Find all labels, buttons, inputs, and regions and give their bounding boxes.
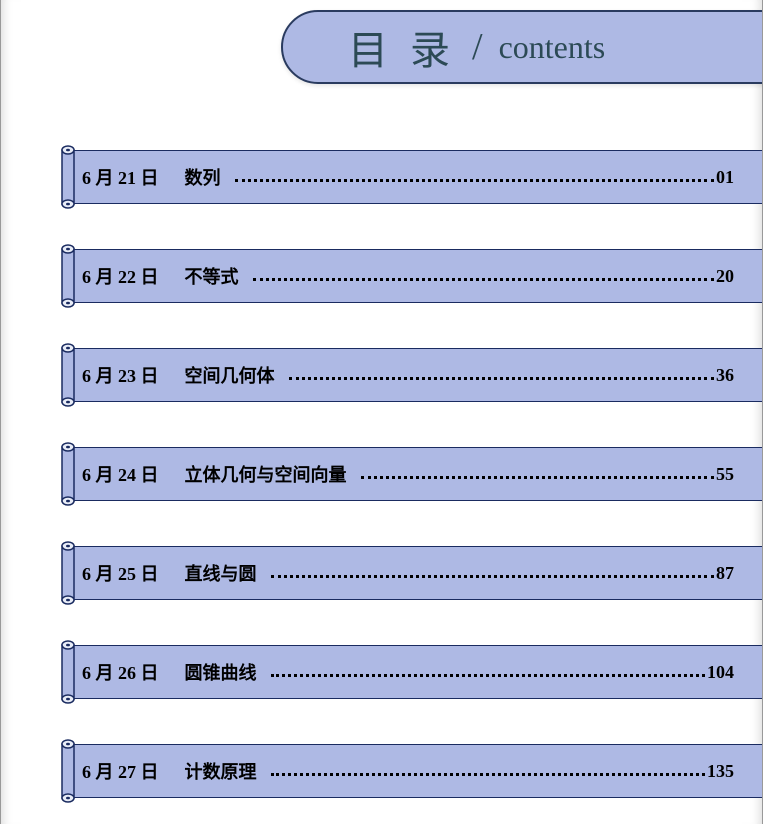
toc-bar: 6 月 23 日空间几何体 36 xyxy=(68,348,762,402)
scroll-tab-icon xyxy=(61,639,75,705)
toc-dot-leader xyxy=(271,575,715,578)
toc-page-number: 55 xyxy=(716,464,734,485)
toc-date: 6 月 22 日 xyxy=(82,263,159,289)
toc-dot-leader xyxy=(253,278,715,281)
toc-date: 6 月 27 日 xyxy=(82,758,159,784)
toc-title: 立体几何与空间向量 xyxy=(185,461,347,487)
toc-page-number: 20 xyxy=(716,266,734,287)
toc-bar: 6 月 21 日数列 01 xyxy=(68,150,762,204)
toc-row: 6 月 24 日立体几何与空间向量 55 xyxy=(61,447,762,501)
toc-date: 6 月 24 日 xyxy=(82,461,159,487)
toc-page-number: 36 xyxy=(716,365,734,386)
toc-bar: 6 月 22 日不等式 20 xyxy=(68,249,762,303)
toc-dot-leader xyxy=(235,179,715,182)
toc-container: 6 月 21 日数列 01 6 月 22 日不等式 20 6 月 23 日空间几何体… xyxy=(61,150,762,824)
toc-dot-leader xyxy=(361,476,715,479)
page: 目 录 / contents 6 月 21 日数列 01 6 月 22 日不等式 2… xyxy=(0,0,763,824)
toc-dot-leader xyxy=(271,773,706,776)
scroll-tab-icon xyxy=(61,243,75,309)
header-title-cn: 目 录 xyxy=(348,18,456,76)
toc-page-number: 01 xyxy=(716,167,734,188)
toc-page-number: 104 xyxy=(707,662,734,683)
toc-title: 不等式 xyxy=(185,263,239,289)
toc-bar: 6 月 24 日立体几何与空间向量 55 xyxy=(68,447,762,501)
toc-title: 直线与圆 xyxy=(185,560,257,586)
page-edge-left xyxy=(1,0,21,824)
scroll-tab-icon xyxy=(61,540,75,606)
scroll-tab-icon xyxy=(61,144,75,210)
header-separator: / xyxy=(472,25,483,69)
toc-date: 6 月 25 日 xyxy=(82,560,159,586)
toc-page-number: 135 xyxy=(707,761,734,782)
toc-bar: 6 月 27 日计数原理 135 xyxy=(68,744,762,798)
toc-dot-leader xyxy=(271,674,706,677)
toc-title: 计数原理 xyxy=(185,758,257,784)
toc-page-number: 87 xyxy=(716,563,734,584)
toc-date: 6 月 21 日 xyxy=(82,164,159,190)
toc-dot-leader xyxy=(289,377,715,380)
toc-bar: 6 月 26 日圆锥曲线 104 xyxy=(68,645,762,699)
toc-bar: 6 月 25 日直线与圆 87 xyxy=(68,546,762,600)
header-title-en: contents xyxy=(499,29,606,66)
toc-date: 6 月 26 日 xyxy=(82,659,159,685)
toc-row: 6 月 23 日空间几何体 36 xyxy=(61,348,762,402)
toc-date: 6 月 23 日 xyxy=(82,362,159,388)
toc-row: 6 月 25 日直线与圆 87 xyxy=(61,546,762,600)
scroll-tab-icon xyxy=(61,342,75,408)
scroll-tab-icon xyxy=(61,441,75,507)
toc-row: 6 月 21 日数列 01 xyxy=(61,150,762,204)
toc-row: 6 月 26 日圆锥曲线 104 xyxy=(61,645,762,699)
toc-title: 数列 xyxy=(185,164,221,190)
toc-title: 空间几何体 xyxy=(185,362,275,388)
toc-row: 6 月 22 日不等式 20 xyxy=(61,249,762,303)
toc-title: 圆锥曲线 xyxy=(185,659,257,685)
toc-row: 6 月 27 日计数原理 135 xyxy=(61,744,762,798)
header-band: 目 录 / contents xyxy=(281,10,763,84)
scroll-tab-icon xyxy=(61,738,75,804)
